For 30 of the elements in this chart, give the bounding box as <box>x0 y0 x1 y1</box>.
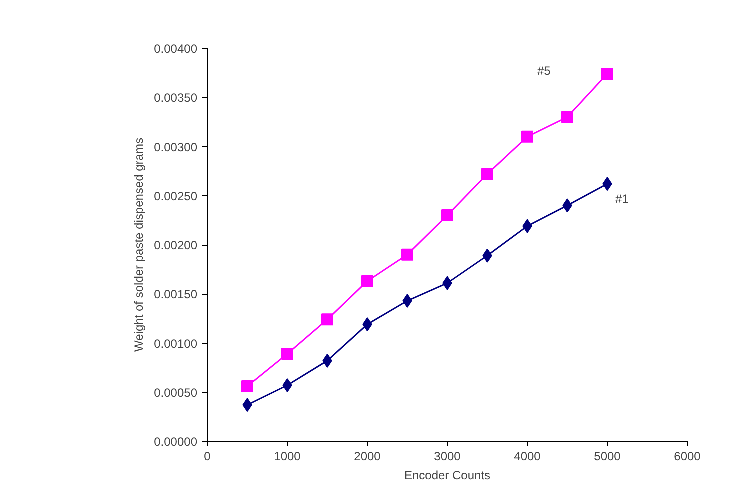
point <box>282 348 294 360</box>
point <box>362 275 374 288</box>
y-tick-label: 0.00000 <box>154 435 198 449</box>
y-tick-label: 0.00200 <box>154 238 198 252</box>
point <box>442 210 454 222</box>
y-tick-label: 0.00250 <box>154 189 198 204</box>
text: #5 <box>538 64 552 78</box>
point <box>482 168 494 180</box>
x-tick-label: 6000 <box>674 450 702 464</box>
x-tick-label: 2000 <box>354 450 382 464</box>
x-axis-title: Encoder Counts <box>404 468 491 482</box>
y-tick-label: 0.00300 <box>154 140 198 154</box>
point <box>562 111 574 124</box>
y-tick-label: 0.00400 <box>154 42 198 56</box>
series-label: #1 <box>616 192 630 206</box>
x-tick-label: 3000 <box>434 450 462 464</box>
point <box>322 314 334 326</box>
point <box>522 130 534 143</box>
x-tick-label: 0 <box>204 450 212 464</box>
y-axis-title: Weight of solder paste dispensed grams <box>132 138 146 352</box>
x-tick-label: 4000 <box>514 450 542 464</box>
point <box>242 380 254 392</box>
x-tick-label: 1000 <box>274 450 302 464</box>
point <box>602 68 614 80</box>
y-tick-label: 0.00100 <box>154 336 198 351</box>
point <box>402 248 414 261</box>
y-tick-label: 0.00050 <box>154 386 198 400</box>
y-tick-label: 0.00150 <box>154 288 198 302</box>
y-tick-label: 0.00350 <box>154 91 198 106</box>
x-tick-label: 5000 <box>594 450 622 464</box>
